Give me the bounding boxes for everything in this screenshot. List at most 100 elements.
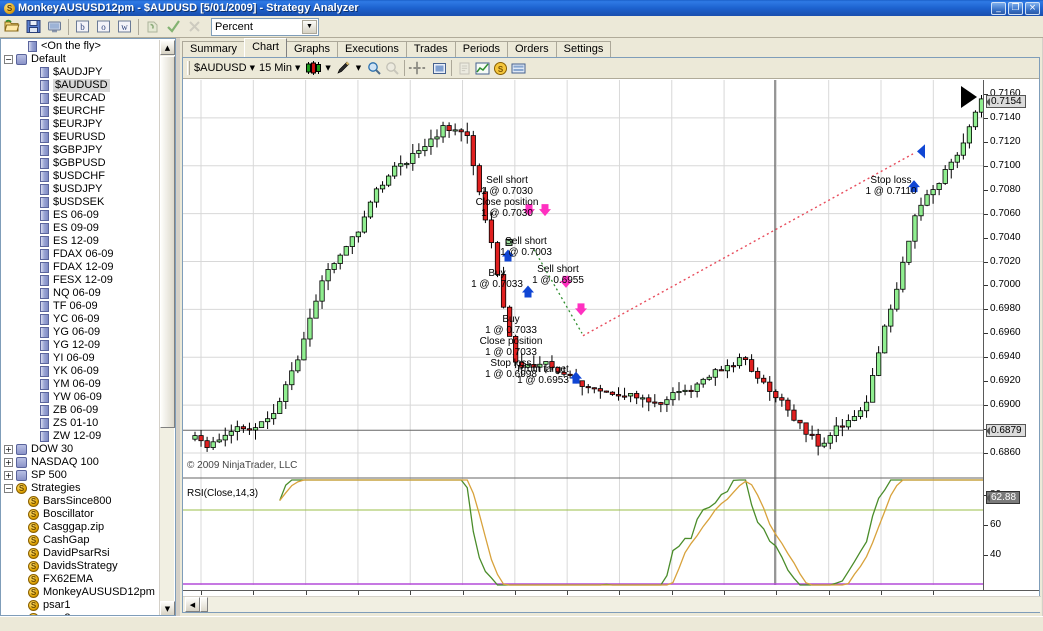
price-axis[interactable]: 0.7160 0.7140 0.7120 0.7100 0.7080 0.7060 0.70… bbox=[983, 80, 1039, 612]
chevron-down-icon[interactable]: ▼ bbox=[295, 64, 301, 72]
data-box-icon[interactable] bbox=[430, 60, 448, 77]
tree-item--usdsek[interactable]: $USDSEK bbox=[2, 196, 160, 209]
instrument-strategy-tree[interactable]: <On the fly> − Default $AUDJPY $AUDUSD $EURCA… bbox=[0, 38, 176, 616]
tree-item-yi-06-09[interactable]: YI 06-09 bbox=[2, 352, 160, 365]
tree-item--audusd[interactable]: $AUDUSD bbox=[2, 79, 160, 92]
tree-item-zw-12-09[interactable]: ZW 12-09 bbox=[2, 430, 160, 443]
tree-item-yc-06-09[interactable]: YC 06-09 bbox=[2, 313, 160, 326]
crosshair-icon[interactable] bbox=[408, 60, 426, 77]
scrollbar-thumb[interactable] bbox=[160, 56, 175, 428]
display-mode-dropdown[interactable]: Percent ▼ bbox=[211, 17, 319, 36]
data-series-icon[interactable] bbox=[509, 60, 527, 77]
indicators-icon[interactable] bbox=[473, 60, 491, 77]
copy-icon[interactable] bbox=[142, 17, 162, 36]
chevron-down-icon[interactable]: ▼ bbox=[325, 64, 331, 72]
optimize-o-icon[interactable]: o bbox=[93, 17, 113, 36]
chevron-down-icon[interactable]: ▼ bbox=[302, 19, 317, 34]
tree-expander-icon[interactable]: − bbox=[4, 484, 13, 493]
scroll-up-icon[interactable]: ▲ bbox=[160, 40, 175, 55]
connect-icon[interactable] bbox=[44, 17, 64, 36]
instrument-selector[interactable]: $AUDUSD ▼ bbox=[194, 62, 255, 74]
tree-item--gbpusd[interactable]: $GBPUSD bbox=[2, 157, 160, 170]
backtest-b-icon[interactable]: b bbox=[72, 17, 92, 36]
tree-item--audjpy[interactable]: $AUDJPY bbox=[2, 66, 160, 79]
tree-item--gbpjpy[interactable]: $GBPJPY bbox=[2, 144, 160, 157]
open-folder-icon[interactable] bbox=[2, 17, 22, 36]
tab-trades[interactable]: Trades bbox=[405, 41, 456, 57]
tree-item--eurchf[interactable]: $EURCHF bbox=[2, 105, 160, 118]
tab-chart[interactable]: Chart bbox=[244, 38, 287, 57]
chevron-down-icon[interactable]: ▼ bbox=[249, 64, 255, 72]
tree-expander-icon[interactable]: + bbox=[4, 458, 13, 467]
tab-settings[interactable]: Settings bbox=[555, 41, 612, 57]
tree-item-monkeyaususd12pm[interactable]: S MonkeyAUSUSD12pm bbox=[2, 586, 160, 599]
tree-item-nq-06-09[interactable]: NQ 06-09 bbox=[2, 287, 160, 300]
minimize-button[interactable]: _ bbox=[991, 1, 1006, 15]
tree-item-psar2[interactable]: Spsar2 bbox=[2, 612, 160, 615]
tree-item-tf-06-09[interactable]: TF 06-09 bbox=[2, 300, 160, 313]
interval-selector[interactable]: 15 Min ▼ bbox=[259, 62, 300, 74]
price-chart-canvas[interactable] bbox=[183, 80, 983, 590]
tree-item-zs-01-10[interactable]: ZS 01-10 bbox=[2, 417, 160, 430]
walkforward-w-icon[interactable]: w bbox=[114, 17, 134, 36]
save-icon[interactable] bbox=[23, 17, 43, 36]
analyzer-tabs[interactable]: Summary Chart Graphs Executions Trades Period… bbox=[180, 38, 1042, 57]
tree-expander-icon[interactable]: − bbox=[4, 55, 13, 64]
tree-item-cashgap[interactable]: S CashGap bbox=[2, 534, 160, 547]
tree-expander-icon[interactable]: + bbox=[4, 471, 13, 480]
chart-plot-area[interactable]: © 2009 NinjaTrader, LLC Sell short 1 @ 0.… bbox=[183, 80, 1039, 612]
tree-item-yg-12-09[interactable]: YG 12-09 bbox=[2, 339, 160, 352]
scroll-down-icon[interactable]: ▼ bbox=[160, 601, 175, 615]
tree-item-fx62ema[interactable]: S FX62EMA bbox=[2, 573, 160, 586]
tab-graphs[interactable]: Graphs bbox=[285, 41, 339, 57]
tree-item-boscillator[interactable]: S Boscillator bbox=[2, 508, 160, 521]
candlestick-style-icon[interactable]: ▼ bbox=[304, 60, 331, 77]
tree-expander-icon[interactable]: + bbox=[4, 445, 13, 454]
tree-vertical-scrollbar[interactable]: ▲ ▼ bbox=[159, 40, 175, 615]
tree-item-fdax-12-09[interactable]: FDAX 12-09 bbox=[2, 261, 160, 274]
tree-item--usdchf[interactable]: $USDCHF bbox=[2, 170, 160, 183]
tree-item-ym-06-09[interactable]: YM 06-09 bbox=[2, 378, 160, 391]
tree-item-es-12-09[interactable]: ES 12-09 bbox=[2, 235, 160, 248]
tab-periods[interactable]: Periods bbox=[454, 41, 508, 57]
tree-item-casggap-zip[interactable]: S Casggap.zip bbox=[2, 521, 160, 534]
tab-summary[interactable]: Summary bbox=[182, 41, 246, 57]
tree-item--usdjpy[interactable]: $USDJPY bbox=[2, 183, 160, 196]
tree-item-davidpsarrsi[interactable]: S DavidPsarRsi bbox=[2, 547, 160, 560]
tree-item--eurusd[interactable]: $EURUSD bbox=[2, 131, 160, 144]
maximize-button[interactable]: ❐ bbox=[1008, 1, 1023, 15]
tree-item-sp-500[interactable]: + SP 500 bbox=[2, 469, 160, 482]
tree-item--eurcad[interactable]: $EURCAD bbox=[2, 92, 160, 105]
draw-tools-icon[interactable]: ▼ bbox=[335, 60, 361, 77]
tree-item-dow-30[interactable]: + DOW 30 bbox=[2, 443, 160, 456]
tab-executions[interactable]: Executions bbox=[337, 41, 407, 57]
tree-item-nasdaq-100[interactable]: + NASDAQ 100 bbox=[2, 456, 160, 469]
tree-item--eurjpy[interactable]: $EURJPY bbox=[2, 118, 160, 131]
toolbar-grip[interactable] bbox=[187, 61, 190, 75]
tree-item-fesx-12-09[interactable]: FESX 12-09 bbox=[2, 274, 160, 287]
tree-item-davidsstrategy[interactable]: S DavidsStrategy bbox=[2, 560, 160, 573]
tree-item-yg-06-09[interactable]: YG 06-09 bbox=[2, 326, 160, 339]
tree-item-yk-06-09[interactable]: YK 06-09 bbox=[2, 365, 160, 378]
hscrollbar-thumb[interactable] bbox=[200, 597, 208, 612]
zoom-in-icon[interactable] bbox=[365, 60, 383, 77]
close-button[interactable]: × bbox=[1025, 1, 1040, 15]
chart-horizontal-scrollbar[interactable]: ◀ bbox=[183, 596, 1041, 612]
tree-item--on-the-fly-[interactable]: <On the fly> bbox=[2, 40, 160, 53]
coin-icon: S bbox=[28, 496, 39, 507]
tree-item-zb-06-09[interactable]: ZB 06-09 bbox=[2, 404, 160, 417]
chevron-down-icon[interactable]: ▼ bbox=[355, 64, 362, 72]
tree-item-barssince800[interactable]: S BarsSince800 bbox=[2, 495, 160, 508]
tree-item-es-09-09[interactable]: ES 09-09 bbox=[2, 222, 160, 235]
tree-item-es-06-09[interactable]: ES 06-09 bbox=[2, 209, 160, 222]
scroll-left-icon[interactable]: ◀ bbox=[185, 597, 200, 612]
tree-item-fdax-06-09[interactable]: FDAX 06-09 bbox=[2, 248, 160, 261]
check-icon[interactable] bbox=[163, 17, 183, 36]
tree-item-default[interactable]: − Default bbox=[2, 53, 160, 66]
price-tick-label: 0.7140 bbox=[990, 111, 1021, 123]
strategies-coin-icon[interactable]: S bbox=[491, 60, 509, 77]
tree-item-strategies[interactable]: − S Strategies bbox=[2, 482, 160, 495]
tab-orders[interactable]: Orders bbox=[506, 41, 557, 57]
tree-item-yw-06-09[interactable]: YW 06-09 bbox=[2, 391, 160, 404]
